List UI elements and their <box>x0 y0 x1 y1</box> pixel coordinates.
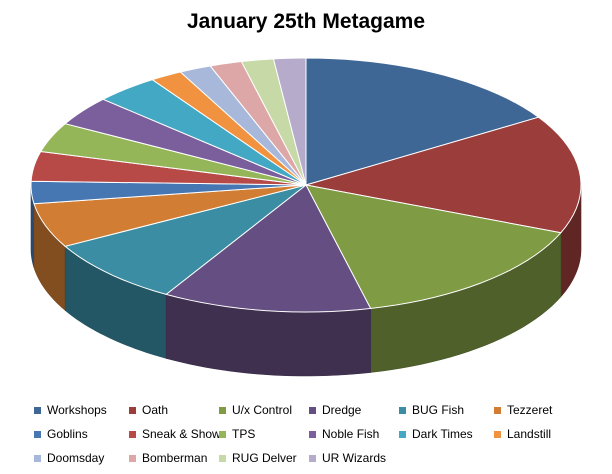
legend-label: Tezzeret <box>507 403 553 417</box>
legend-swatch <box>309 406 316 414</box>
legend-swatch <box>34 454 41 462</box>
legend-item: Tezzeret <box>494 402 552 418</box>
pie-chart <box>30 57 582 377</box>
legend-item: Workshops <box>34 402 107 418</box>
legend-label: Oath <box>142 403 169 417</box>
legend-item: UR Wizards <box>309 450 386 466</box>
legend-swatch <box>494 430 501 438</box>
legend-label: UR Wizards <box>322 451 387 465</box>
legend-label: Workshops <box>47 403 107 417</box>
pie-slice-u-x-control <box>305 184 562 309</box>
legend-label: Noble Fish <box>322 427 380 441</box>
legend-swatch <box>34 430 41 438</box>
pie-slice-ur-wizards <box>272 57 307 186</box>
legend-swatch <box>309 454 316 462</box>
pie-top <box>30 57 582 313</box>
legend-item: Doomsday <box>34 450 104 466</box>
pie-slice-oath <box>305 116 582 234</box>
legend-swatch <box>129 406 136 414</box>
pie-slice-bug-fish <box>64 184 307 295</box>
pie-slice-tps <box>39 123 307 186</box>
legend-item: Dredge <box>309 402 361 418</box>
pie-slice-doomsday <box>179 65 307 186</box>
pie-slice-noble-fish <box>64 98 307 186</box>
legend-swatch <box>129 454 136 462</box>
pie-slice-bomberman <box>209 61 307 186</box>
pie-slice-dark-times <box>101 79 307 186</box>
legend-item: U/x Control <box>219 402 292 418</box>
legend-label: BUG Fish <box>412 403 465 417</box>
pie-sides <box>30 184 582 377</box>
legend-item: Sneak & Show <box>129 426 221 442</box>
legend-swatch <box>399 406 406 414</box>
legend-label: Sneak & Show <box>142 427 221 441</box>
legend-label: Bomberman <box>142 451 208 465</box>
legend-item: Goblins <box>34 426 88 442</box>
legend-swatch <box>219 406 226 414</box>
legend-swatch <box>399 430 406 438</box>
pie-slice-workshops <box>305 57 540 186</box>
legend-label: TPS <box>232 427 256 441</box>
legend-label: RUG Delver <box>232 451 297 465</box>
pie-slice-rug-delver <box>240 58 307 186</box>
legend-swatch <box>34 406 41 414</box>
legend-label: Goblins <box>47 427 88 441</box>
pie-slice-goblins <box>30 180 307 205</box>
legend-item: TPS <box>219 426 255 442</box>
legend-item: RUG Delver <box>219 450 297 466</box>
legend-item: Landstill <box>494 426 551 442</box>
legend-label: Landstill <box>507 427 552 441</box>
legend-item: Dark Times <box>399 426 473 442</box>
legend-swatch <box>219 430 226 438</box>
legend-item: Oath <box>129 402 168 418</box>
pie-slice-dredge <box>165 184 372 313</box>
legend-item: Noble Fish <box>309 426 379 442</box>
chart-title: January 25th Metagame <box>186 10 426 33</box>
legend-swatch <box>494 406 501 414</box>
legend-label: Dark Times <box>412 427 473 441</box>
pie-slice-tezzeret <box>33 184 307 247</box>
legend-item: BUG Fish <box>399 402 464 418</box>
legend-swatch <box>309 430 316 438</box>
legend-swatch <box>129 430 136 438</box>
pie-slice-landstill <box>151 71 307 186</box>
legend-item: Bomberman <box>129 450 207 466</box>
legend-label: U/x Control <box>232 403 293 417</box>
legend-label: Dredge <box>322 403 362 417</box>
legend-swatch <box>219 454 226 462</box>
legend-label: Doomsday <box>47 451 105 465</box>
